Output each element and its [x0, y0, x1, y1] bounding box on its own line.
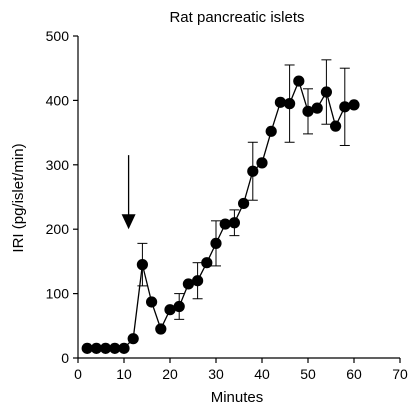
- data-point: [256, 157, 268, 169]
- x-tick-label: 60: [346, 366, 362, 382]
- y-tick-label: 0: [61, 350, 69, 366]
- data-point: [90, 342, 102, 354]
- data-series: [81, 59, 360, 354]
- data-point: [155, 323, 167, 335]
- x-tick-label: 30: [208, 366, 224, 382]
- data-point: [228, 217, 240, 229]
- data-point: [100, 342, 112, 354]
- data-point: [118, 342, 130, 354]
- data-point: [320, 86, 332, 98]
- x-axis-label: Minutes: [211, 389, 264, 406]
- data-point: [81, 342, 93, 354]
- y-axis-label: IRI (pg/islet/min): [10, 143, 27, 252]
- data-point: [219, 218, 231, 230]
- data-point: [348, 99, 360, 111]
- data-point: [210, 237, 222, 249]
- data-point: [146, 296, 158, 308]
- data-point: [192, 275, 204, 287]
- data-point: [173, 300, 185, 313]
- data-point: [293, 75, 305, 87]
- x-tick-label: 10: [116, 366, 132, 382]
- x-tick-label: 40: [254, 366, 270, 382]
- y-tick-label: 300: [46, 157, 70, 173]
- x-tick-label: 50: [300, 366, 316, 382]
- data-point: [274, 96, 286, 108]
- data-point: [127, 333, 139, 345]
- chart-title: Rat pancreatic islets: [169, 9, 304, 26]
- data-point: [136, 259, 148, 271]
- axes: 0 10 20 30 40 50 60 70 0 100 200 300 400 500: [46, 28, 408, 382]
- data-point: [265, 125, 277, 137]
- x-tick-label: 0: [74, 366, 82, 382]
- data-point: [311, 102, 323, 114]
- y-tick-label: 100: [46, 286, 70, 302]
- data-point: [330, 120, 342, 132]
- annotations: [121, 155, 136, 230]
- data-point: [201, 257, 213, 269]
- y-tick-label: 500: [46, 28, 70, 44]
- x-tick-label: 20: [162, 366, 178, 382]
- data-point: [164, 304, 176, 316]
- data-point: [182, 278, 194, 290]
- data-point: [284, 98, 296, 110]
- y-tick-label: 200: [46, 221, 70, 237]
- arrow-head: [121, 214, 136, 230]
- data-point: [238, 197, 250, 210]
- data-point: [109, 342, 121, 354]
- x-tick-label: 70: [392, 366, 408, 382]
- data-point: [302, 105, 314, 117]
- data-point: [247, 165, 259, 177]
- y-tick-label: 400: [46, 92, 70, 108]
- data-point: [339, 101, 351, 113]
